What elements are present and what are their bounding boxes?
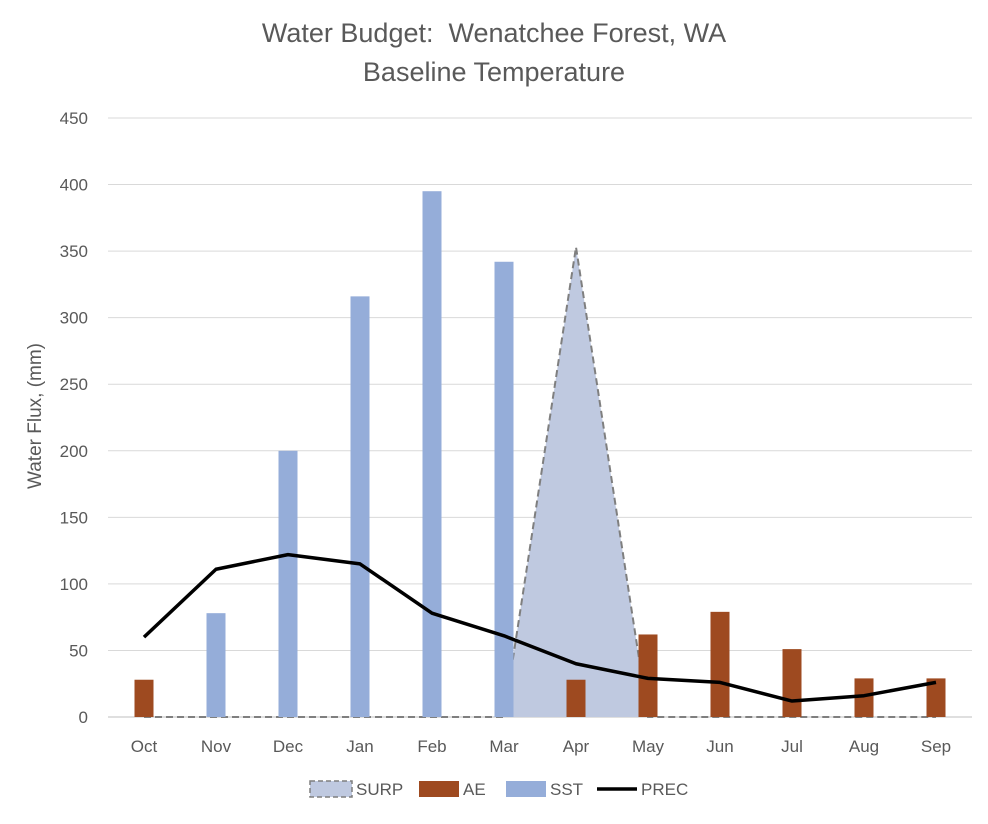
x-tick-label: Apr [563, 737, 590, 756]
legend-label-surp: SURP [356, 780, 403, 799]
y-tick-label: 200 [60, 442, 88, 461]
sst-bar [206, 613, 226, 717]
x-tick-label: May [632, 737, 665, 756]
legend-key-sst [506, 781, 546, 797]
surp-outline [144, 246, 936, 718]
y-tick-label: 50 [69, 641, 88, 660]
chart-title: Water Budget: Wenatchee Forest, WA [261, 18, 727, 48]
ae-bar [566, 679, 586, 717]
y-tick-label: 250 [60, 375, 88, 394]
sst-bar [350, 296, 370, 717]
chart-subtitle: Baseline Temperature [362, 57, 626, 87]
x-tick-label: Feb [417, 737, 446, 756]
x-tick-label: Sep [921, 737, 951, 756]
y-tick-label: 400 [60, 176, 88, 195]
x-tick-label: Jan [346, 737, 373, 756]
y-tick-label: 100 [60, 575, 88, 594]
x-tick-label: Oct [131, 737, 158, 756]
x-tick-label: Aug [849, 737, 879, 756]
prec-line [142, 552, 937, 703]
ae-bar [638, 634, 658, 717]
y-tick-label: 300 [60, 309, 88, 328]
legend-label-sst: SST [550, 780, 583, 799]
y-tick-label: 0 [79, 708, 88, 727]
ae-bar [134, 679, 154, 717]
y-tick-label: 350 [60, 242, 88, 261]
x-tick-label: Jun [706, 737, 733, 756]
ae-bar [926, 678, 946, 717]
sst-bar [494, 261, 514, 717]
ae-bar [854, 678, 874, 717]
x-tick-label: Jul [781, 737, 803, 756]
y-tick-label: 450 [60, 109, 88, 128]
y-tick-label: 150 [60, 508, 88, 527]
ae-bar [782, 649, 802, 717]
sst-bar [422, 191, 442, 717]
ae-bar [710, 611, 730, 717]
legend-key-ae [419, 781, 459, 797]
sst-bar [278, 450, 298, 717]
x-tick-label: Dec [273, 737, 304, 756]
legend-key-surp [309, 780, 353, 798]
x-tick-label: Mar [489, 737, 519, 756]
legend-label-ae: AE [463, 780, 486, 799]
legend-label-prec: PREC [641, 780, 688, 799]
x-tick-label: Nov [201, 737, 232, 756]
